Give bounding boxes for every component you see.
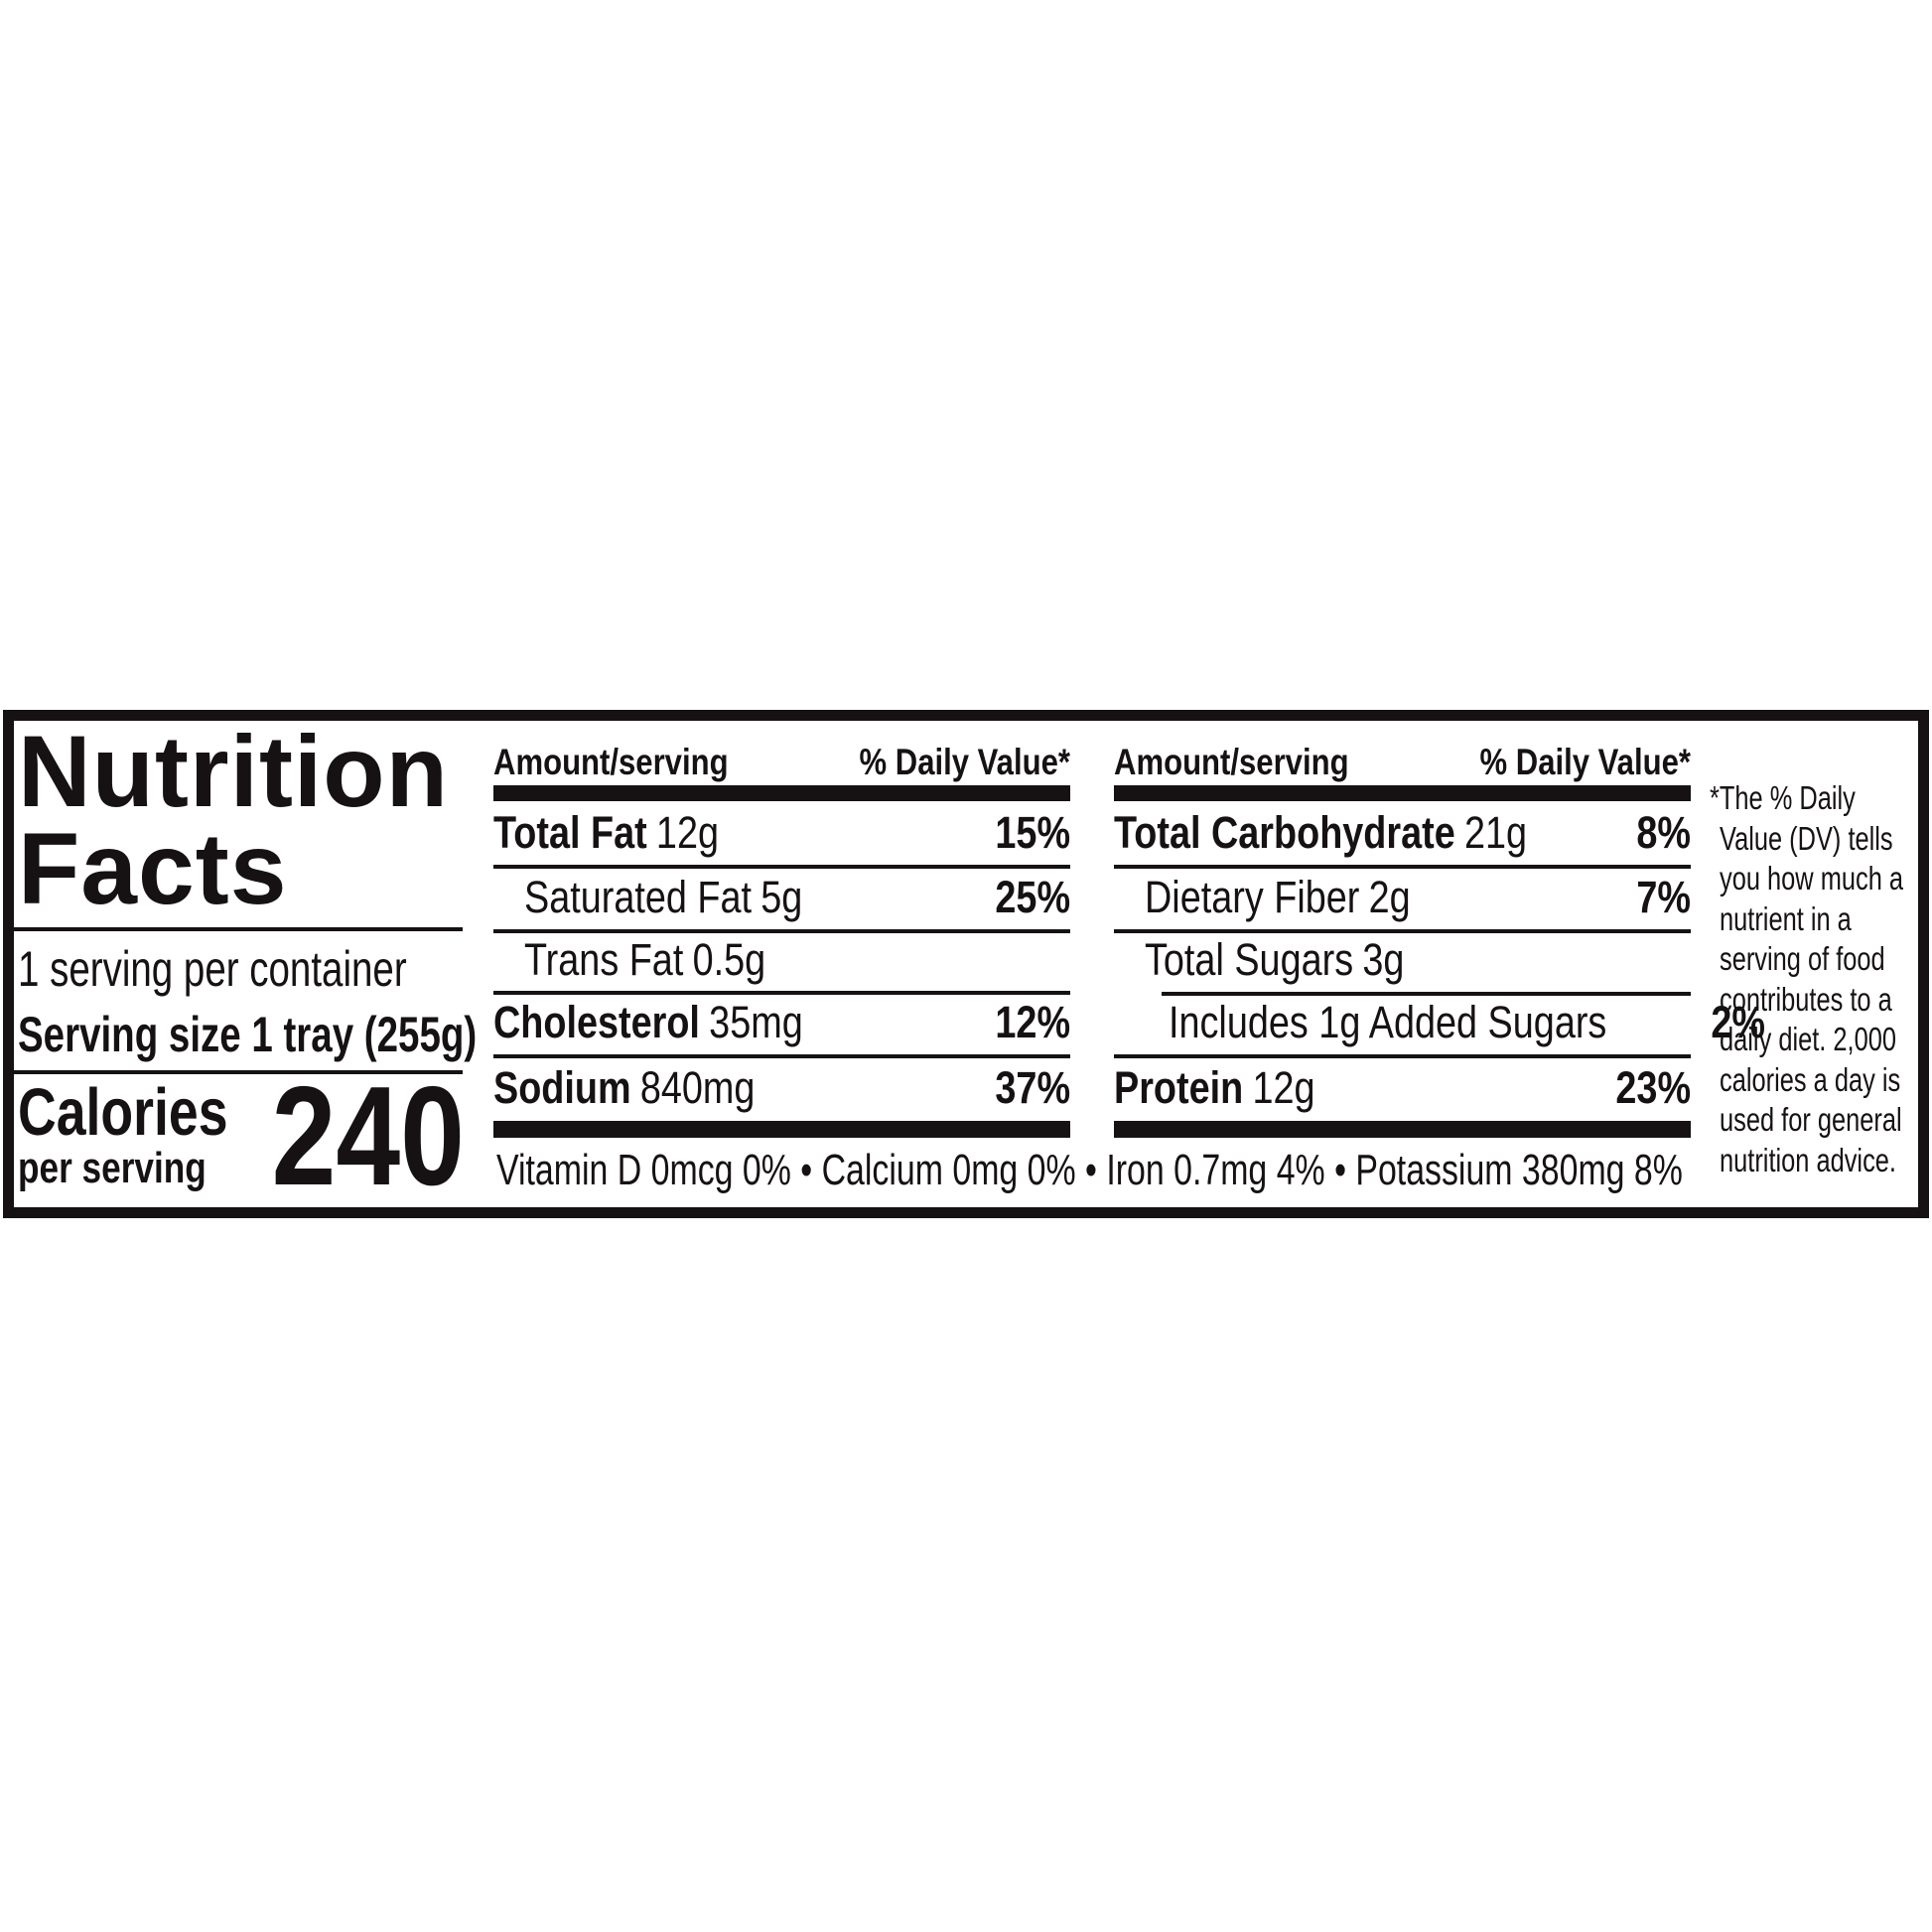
nutrient-dv: 12% — [995, 997, 1070, 1047]
nutrient-name: Total Carbohydrate — [1114, 807, 1455, 858]
nutrient-row-protein: Protein 12g 23% — [1114, 1054, 1691, 1121]
thin-separator — [493, 865, 1070, 869]
daily-value-header: % Daily Value* — [859, 742, 1070, 782]
nutrient-row-cholesterol: Cholesterol 35mg 12% — [493, 991, 1070, 1054]
footnote-line: daily diet. 2,000 — [1720, 1021, 1897, 1057]
nutrient-amount: 12g — [655, 807, 720, 858]
nutrient-dv: 37% — [995, 1061, 1070, 1113]
nutrient-name: Sodium — [493, 1061, 631, 1113]
footnote-line: you how much a — [1720, 860, 1904, 897]
footnote-line: contributes to a — [1720, 980, 1892, 1018]
micronutrients-line: Vitamin D 0mcg 0% • Calcium 0mg 0% • Iro… — [496, 1146, 1683, 1194]
nutrient-name: Total Fat — [493, 807, 647, 858]
footnote-line: nutrition advice. — [1720, 1141, 1896, 1178]
amount-serving-header: Amount/serving — [493, 742, 729, 782]
label-title: Nutrition Facts — [18, 715, 449, 925]
nutrient-dv: 8% — [1636, 807, 1691, 858]
amount-serving-header: Amount/serving — [1114, 742, 1349, 782]
nutrient-row-total-sugars: Total Sugars 3g — [1114, 929, 1691, 991]
thin-separator — [1114, 929, 1691, 933]
nutrient-amount: 3g — [1362, 934, 1405, 985]
thick-separator — [1114, 785, 1691, 801]
footnote-line: *The % Daily — [1710, 779, 1856, 816]
nutrient-name: Total Sugars — [1145, 934, 1354, 985]
nutrient-row-total-carbohydrate: Total Carbohydrate 21g 8% — [1114, 801, 1691, 865]
thin-separator — [1114, 865, 1691, 869]
nutrient-row-added-sugars: Includes 1g Added Sugars 2% — [1114, 991, 1765, 1054]
thick-separator — [1114, 1121, 1691, 1138]
thin-separator — [1114, 1054, 1691, 1058]
serving-size-text: Serving size 1 tray (255g) — [18, 1007, 478, 1062]
nutrient-amount: 21g — [1463, 807, 1528, 858]
thin-separator — [493, 991, 1070, 995]
label-title-line1: Nutrition — [18, 715, 449, 828]
thick-separator — [493, 785, 1070, 801]
nutrient-name: Trans Fat — [524, 934, 684, 985]
calories-value: 240 — [271, 1057, 465, 1215]
daily-value-header: % Daily Value* — [1479, 742, 1691, 782]
nutrient-amount: 2g — [1368, 871, 1411, 922]
nutrient-name: Includes 1g Added Sugars — [1169, 997, 1607, 1047]
footnote-line: Value (DV) tells — [1720, 819, 1893, 857]
footnote-line: calories a day is — [1720, 1060, 1901, 1098]
column2-header: Amount/serving % Daily Value* — [1114, 737, 1691, 788]
thick-separator — [493, 1121, 1070, 1138]
nutrient-row-saturated-fat: Saturated Fat 5g 25% — [493, 865, 1070, 929]
nutrient-dv: 7% — [1636, 871, 1691, 922]
servings-per-container-text: 1 serving per container — [18, 941, 407, 997]
nutrient-amount: 0.5g — [692, 934, 766, 985]
left-panel-divider-1 — [14, 927, 463, 931]
nutrient-amount: 12g — [1252, 1061, 1315, 1113]
nutrition-facts-label: Nutrition Facts 1 serving per container … — [3, 710, 1929, 1218]
left-panel-divider-2 — [14, 1070, 463, 1074]
nutrient-name: Protein — [1114, 1061, 1244, 1113]
nutrient-name: Saturated Fat — [524, 871, 753, 922]
label-title-line2: Facts — [18, 812, 288, 925]
footnote-line: used for general — [1720, 1101, 1902, 1138]
footnote-line: nutrient in a — [1720, 899, 1852, 937]
footnote-line: serving of food — [1720, 940, 1885, 977]
column1-header: Amount/serving % Daily Value* — [493, 737, 1070, 788]
nutrient-row-dietary-fiber: Dietary Fiber 2g 7% — [1114, 865, 1691, 929]
nutrient-dv: 2% — [1711, 997, 1766, 1047]
thin-separator-indented — [1162, 992, 1691, 996]
calories-heading: Calories — [18, 1075, 228, 1150]
nutrient-row-total-fat: Total Fat 12g 15% — [493, 801, 1070, 865]
daily-value-footnote: *The % Daily Value (DV) tells you how mu… — [1710, 778, 1932, 1180]
nutrient-amount: 35mg — [709, 997, 803, 1047]
calories-subheading: per serving — [18, 1144, 207, 1192]
thin-separator — [493, 929, 1070, 933]
nutrient-row-trans-fat: Trans Fat 0.5g — [493, 929, 1070, 991]
nutrient-dv: 15% — [995, 807, 1070, 858]
thin-separator — [493, 1054, 1070, 1058]
nutrient-name: Dietary Fiber — [1145, 871, 1360, 922]
nutrient-row-sodium: Sodium 840mg 37% — [493, 1054, 1070, 1121]
nutrient-name: Cholesterol — [493, 997, 700, 1047]
nutrient-amount: 5g — [760, 871, 803, 922]
nutrient-amount: 840mg — [639, 1061, 756, 1113]
nutrient-dv: 23% — [1615, 1061, 1691, 1113]
nutrient-dv: 25% — [995, 871, 1070, 922]
